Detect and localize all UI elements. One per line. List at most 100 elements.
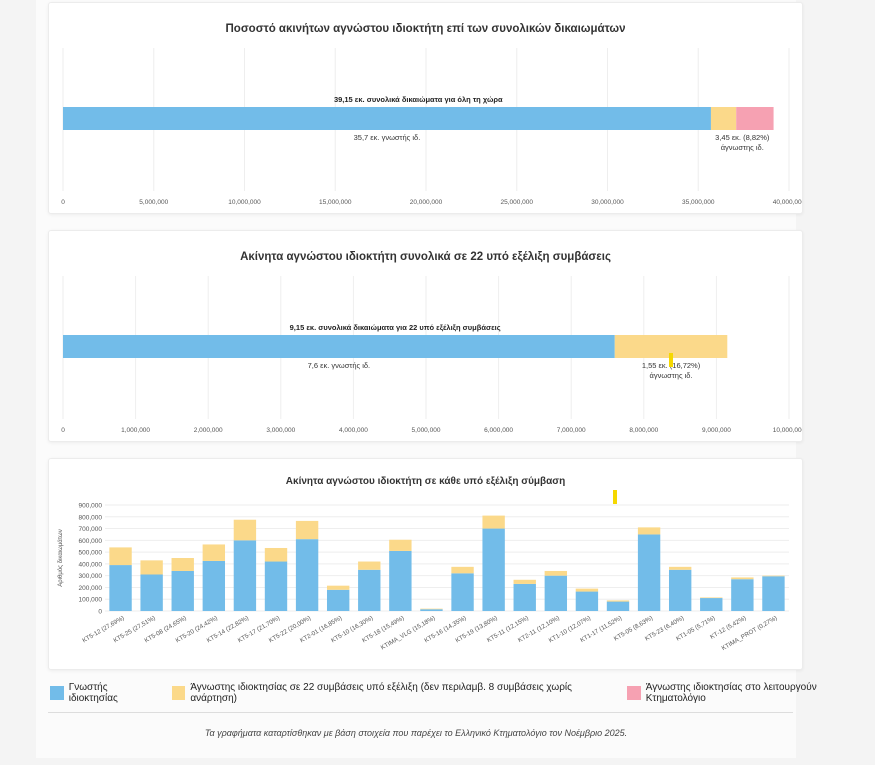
vertical-bar-chart: 0 100,000 200,000 300,000 400,000 500,000 600,…: [57, 503, 789, 652]
bar-segment: [544, 570, 568, 576]
bar-segment: [762, 575, 785, 577]
unknown-label: άγνωστης ιδ.: [649, 371, 692, 380]
x-tick-label: 4,000,000: [339, 427, 368, 434]
bar-segment: [762, 576, 785, 611]
bar-segment: [710, 107, 737, 130]
bar-segment: [233, 540, 257, 611]
bar-segment: [731, 579, 754, 611]
x-tick-label: 30,000,000: [591, 199, 624, 206]
x-tick-label: 10,000,000: [773, 427, 802, 434]
bar-segment: [202, 560, 226, 611]
legend-item-unknown-operating[interactable]: Άγνωστης ιδιοκτησίας στο λειτουργούν Κτη…: [627, 682, 875, 704]
bar-segment: [637, 534, 661, 611]
x-tick-label: 25,000,000: [500, 199, 533, 206]
bar-segment: [389, 539, 412, 551]
x-tick-label: 8,000,000: [629, 427, 658, 434]
chart-title: Ποσοστό ακινήτων αγνώστου ιδιοκτήτη επί …: [225, 23, 626, 35]
y-tick-label: 900,000: [79, 503, 103, 510]
divider: [48, 712, 793, 713]
legend-item-unknown-22[interactable]: Άγνωστης ιδιοκτησίας σε 22 συμβάσεις υπό…: [171, 682, 613, 704]
y-tick-label: 0: [98, 609, 102, 616]
bar-segment: [606, 600, 630, 602]
footer-note: Τα γραφήματα καταρτίσθηκαν με βάση στοιχ…: [204, 728, 628, 738]
bar-segment: [171, 558, 194, 571]
bar-segment: [420, 608, 443, 610]
bar-segment: [544, 575, 568, 611]
legend: Γνωστής ιδιοκτησίας Άγνωστης ιδιοκτησίας…: [50, 682, 875, 704]
bar-segment: [264, 561, 288, 611]
legend-swatch: [171, 686, 186, 700]
y-tick-label: 500,000: [79, 550, 103, 557]
x-tick-label: 0: [61, 427, 65, 434]
legend-label: Άγνωστης ιδιοκτησίας στο λειτουργούν Κτη…: [645, 682, 817, 704]
bar-segment: [295, 539, 319, 611]
bar-segment: [482, 515, 505, 529]
y-tick-label: 200,000: [79, 585, 103, 592]
text-cursor-marker: [613, 490, 617, 504]
bar-segment: [575, 588, 599, 592]
bar-segment: [326, 585, 350, 590]
x-tick-label: 15,000,000: [319, 199, 352, 206]
bar-segment: [326, 589, 350, 611]
bar-segment: [606, 601, 630, 611]
bar-segment: [63, 107, 711, 130]
bar-segment: [171, 570, 194, 611]
unknown-label: άγνωστης ιδ.: [721, 143, 764, 152]
x-tick-label: ΚΤΙΜΑ_PROT (0,27%): [721, 615, 779, 652]
legend-label: Άγνωστης ιδιοκτησίας σε 22 συμβάσεις υπό…: [190, 682, 572, 704]
bar-segment: [264, 547, 288, 562]
legend-item-known[interactable]: Γνωστής ιδιοκτησίας: [50, 682, 158, 704]
bar-segment: [140, 574, 163, 611]
bar-segment: [700, 597, 723, 599]
horizontal-bar-chart: 0 5,000,000 10,000,000 15,000,000 20,000,000…: [61, 48, 802, 206]
x-tick-label: 6,000,000: [484, 427, 513, 434]
bar-total-label: 39,15 εκ. συνολικά δικαιώματα για όλη τη…: [334, 95, 503, 104]
bar-segment: [668, 569, 692, 611]
horizontal-bar-chart: 0 1,000,000 2,000,000 3,000,000 4,000,000 5,0…: [61, 276, 802, 434]
bar-segment: [358, 561, 381, 570]
x-tick-label: 5,000,000: [412, 427, 441, 434]
x-tick-label: 40,000,000: [773, 199, 802, 206]
chart-card-22-contracts: Ακίνητα αγνώστου ιδιοκτήτη συνολικά σε 2…: [48, 230, 803, 442]
bar-segment: [736, 107, 774, 130]
bar-segment: [731, 577, 754, 580]
chart-title: Ακίνητα αγνώστου ιδιοκτήτη συνολικά σε 2…: [240, 251, 611, 263]
x-tick-label: ΚΤΙΜΑ_VLG (15,18%): [380, 615, 437, 652]
x-tick-label: 3,000,000: [266, 427, 295, 434]
bar-segment: [513, 579, 536, 584]
legend-swatch: [50, 686, 64, 700]
bar-segment: [109, 565, 132, 611]
legend-label: Γνωστής ιδιοκτησίας: [68, 682, 118, 704]
y-tick-label: 100,000: [79, 597, 103, 604]
y-tick-label: 400,000: [79, 561, 103, 568]
bar-segment: [63, 335, 615, 358]
bar-segment: [637, 527, 661, 535]
legend-swatch: [627, 686, 641, 700]
y-axis-title: Αριθμός δικαιωμάτων: [57, 529, 64, 586]
y-tick-label: 700,000: [79, 526, 103, 533]
x-tick-label: 2,000,000: [194, 427, 223, 434]
bar-segment: [358, 569, 381, 611]
bar-total-label: 9,15 εκ. συνολικά δικαιώματα για 22 υπό …: [290, 323, 501, 332]
unknown-label: 3,45 εκ. (8,82%): [715, 133, 770, 142]
x-tick-label: 1,000,000: [121, 427, 150, 434]
bar-segment: [389, 550, 412, 611]
y-tick-label: 600,000: [79, 538, 103, 545]
bar-segment: [451, 566, 474, 574]
chart-card-per-contract: Ακίνητα αγνώστου ιδιοκτήτη σε κάθε υπό ε…: [48, 458, 803, 670]
known-label: 35,7 εκ. γνωστής ιδ.: [354, 133, 421, 142]
chart-title: Ακίνητα αγνώστου ιδιοκτήτη σε κάθε υπό ε…: [285, 476, 566, 487]
x-tick-label: 20,000,000: [410, 199, 443, 206]
x-tick-label: 35,000,000: [682, 199, 715, 206]
bar-segment: [451, 573, 474, 611]
bar-segment: [233, 519, 257, 541]
x-tick-label: 9,000,000: [702, 427, 731, 434]
x-tick-label: 10,000,000: [228, 199, 261, 206]
bar-segment: [109, 547, 132, 566]
x-tick-label: 0: [61, 199, 65, 206]
bar-segment: [575, 591, 599, 611]
chart-card-total-rights: Ποσοστό ακινήτων αγνώστου ιδιοκτήτη επί …: [48, 2, 803, 214]
bar-segment: [295, 520, 319, 540]
bar-segment: [482, 528, 505, 611]
text-cursor-marker: [669, 353, 673, 367]
